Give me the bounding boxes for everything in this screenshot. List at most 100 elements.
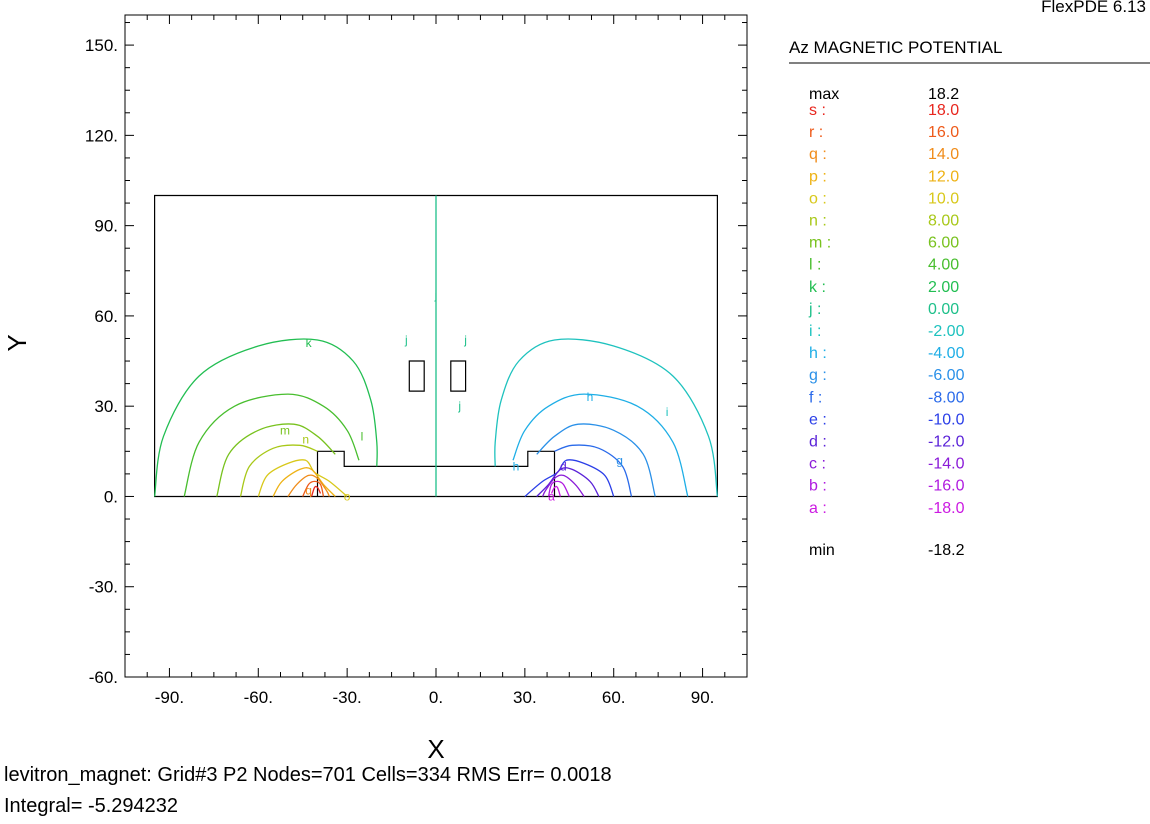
contour-line-q — [287, 474, 330, 497]
legend-value-b: -16.0 — [928, 478, 965, 495]
x-tick-label: 60. — [602, 688, 626, 707]
contour-line-o — [257, 459, 348, 497]
contour-line-b — [547, 480, 570, 497]
x-axis-title: X — [427, 734, 444, 764]
contour-line-i — [494, 338, 719, 497]
contour-label-d: d — [560, 459, 567, 473]
legend-key-d: d : — [809, 434, 827, 451]
legend-key-m: m : — [809, 235, 831, 252]
y-tick-label: 30. — [94, 397, 118, 416]
legend-min-label: min — [809, 542, 835, 559]
contour-line-l — [183, 393, 360, 497]
legend-key-b: b : — [809, 478, 827, 495]
legend-key-p: p : — [809, 168, 827, 185]
legend-key-a: a : — [809, 500, 827, 517]
legend-key-h: h : — [809, 345, 827, 362]
contour-label-q: q — [305, 483, 312, 497]
legend-max-label: max — [809, 86, 839, 103]
legend-key-l: l : — [809, 257, 821, 274]
legend-value-k: 2.00 — [928, 279, 959, 296]
contour-label-j: j — [404, 333, 408, 347]
contour-label-j: j — [463, 333, 467, 347]
y-tick-label: 60. — [94, 307, 118, 326]
contour-label-m: m — [280, 423, 290, 437]
contour-line-h — [512, 393, 689, 497]
legend-max-value: 18.2 — [928, 86, 959, 103]
legend-value-q: 14.0 — [928, 146, 959, 163]
contour-label-l: l — [361, 429, 364, 443]
legend-value-i: -2.00 — [928, 323, 965, 340]
legend-value-l: 4.00 — [928, 257, 959, 274]
legend-value-a: -18.0 — [928, 500, 965, 517]
contour-label-o: o — [344, 489, 351, 503]
legend-value-n: 8.00 — [928, 213, 959, 230]
x-tick-labels: -90. -60. -30. 0. 30. 60. 90. — [155, 688, 715, 707]
legend-value-p: 12.0 — [928, 168, 959, 185]
contour-label-h: h — [513, 459, 520, 473]
y-tick-label: 150. — [85, 36, 118, 55]
legend-value-g: -6.00 — [928, 367, 965, 384]
contour-line-d — [536, 467, 600, 497]
x-tick-label: -90. — [155, 688, 184, 707]
contour-line-s — [310, 485, 322, 497]
contour-line-r — [302, 480, 325, 497]
contour-label-j: j — [457, 399, 461, 413]
coil-outline — [408, 360, 425, 392]
legend-value-m: 6.00 — [928, 235, 959, 252]
legend-value-r: 16.0 — [928, 124, 959, 141]
footer-integral: Integral= -5.294232 — [4, 795, 178, 817]
contour-labels: k l mn q o j j j j h i g h d a — [280, 288, 668, 504]
contour-line-p — [272, 467, 336, 497]
legend-key-j: j : — [808, 301, 821, 318]
legend-key-o: o : — [809, 190, 827, 207]
contour-line-e — [524, 459, 615, 497]
contour-label-j: j — [434, 288, 438, 302]
axis-ticks — [124, 15, 748, 678]
y-tick-labels: 150. 120. 90. 60. 30. 0. -30. -60. — [85, 36, 118, 687]
x-tick-label: -60. — [244, 688, 273, 707]
legend-key-s: s : — [809, 102, 826, 119]
legend-key-q: q : — [809, 146, 827, 163]
legend-value-d: -12.0 — [928, 434, 965, 451]
y-tick-label: -30. — [89, 578, 118, 597]
x-tick-label: 90. — [691, 688, 715, 707]
y-tick-label: 90. — [94, 217, 118, 236]
legend-value-c: -14.0 — [928, 456, 965, 473]
contour-line-a — [550, 485, 562, 497]
y-tick-label: 0. — [104, 487, 118, 506]
contour-line-f — [554, 444, 633, 497]
legend-value-j: 0.00 — [928, 301, 959, 318]
legend-key-r: r : — [809, 124, 823, 141]
legend-key-i: i : — [809, 323, 821, 340]
x-tick-label: -30. — [332, 688, 361, 707]
contour-line-m — [216, 423, 336, 497]
contour-label-g: g — [616, 453, 623, 467]
legend-min-value: -18.2 — [928, 542, 965, 559]
legend-title: Az MAGNETIC POTENTIAL — [789, 38, 1002, 57]
legend-key-k: k : — [809, 279, 826, 296]
x-tick-label: 30. — [513, 688, 537, 707]
legend-key-c: c : — [809, 456, 826, 473]
contour-label-k: k — [306, 336, 313, 350]
contour-lines — [153, 195, 719, 497]
legend-key-g: g : — [809, 367, 827, 384]
domain-outline — [154, 194, 718, 498]
footer-run-info: levitron_magnet: Grid#3 P2 Nodes=701 Cel… — [4, 764, 612, 786]
contour-line-c — [542, 474, 585, 497]
legend-value-e: -10.0 — [928, 411, 965, 428]
legend-value-o: 10.0 — [928, 190, 959, 207]
app-version: FlexPDE 6.13 — [1041, 0, 1146, 16]
legend-key-n: n : — [809, 213, 827, 230]
contour-label-h: h — [587, 390, 594, 404]
y-tick-label: -60. — [89, 668, 118, 687]
legend-value-f: -8.00 — [928, 389, 965, 406]
y-axis-title: Y — [2, 334, 32, 351]
x-tick-label: 0. — [429, 688, 443, 707]
contour-line-n — [239, 444, 318, 497]
y-tick-label: 120. — [85, 126, 118, 145]
legend-key-f: f : — [809, 389, 822, 406]
coil-outline — [450, 360, 467, 392]
contour-line-g — [536, 423, 656, 497]
legend-key-e: e : — [809, 411, 827, 428]
